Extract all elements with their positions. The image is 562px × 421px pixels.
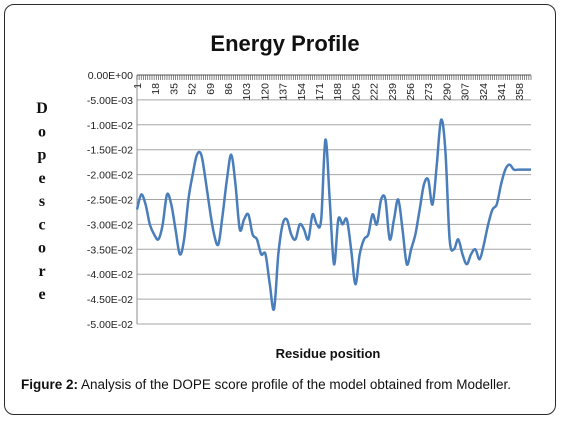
x-tick-label: 324	[478, 83, 490, 101]
y-axis-title-letter: s	[39, 193, 45, 210]
y-tick-label: -5.00E-03	[87, 95, 133, 107]
y-axis-title-letter: o	[38, 123, 46, 140]
x-tick-label: 86	[223, 83, 235, 95]
x-tick-label: 18	[150, 83, 162, 95]
x-tick-label: 69	[205, 83, 217, 95]
x-tick-label: 154	[296, 83, 308, 101]
y-tick-label: -4.50E-02	[87, 294, 133, 306]
y-tick-label: -2.00E-02	[87, 170, 133, 182]
y-tick-label: -1.00E-02	[87, 120, 133, 132]
x-tick-label: 358	[514, 83, 526, 101]
x-axis	[136, 74, 532, 80]
x-tick-label: 188	[332, 83, 344, 101]
y-axis-title-letter: o	[38, 240, 46, 257]
x-tick-label: 103	[241, 83, 253, 101]
y-tick-labels: 0.00E+00 -5.00E-03 -1.00E-02 -1.50E-02 -2.00…	[87, 70, 133, 331]
x-tick-label: 137	[278, 83, 290, 101]
y-axis-title-letter: e	[38, 170, 45, 187]
y-tick-label: -4.00E-02	[87, 269, 133, 281]
y-axis-title-letter: D	[36, 100, 48, 117]
x-tick-label: 1	[132, 83, 144, 89]
y-tick-label: -3.00E-02	[87, 219, 133, 231]
x-tick-label: 341	[496, 83, 508, 101]
gridlines	[136, 75, 531, 325]
x-tick-label: 273	[423, 83, 435, 101]
y-tick-label: -3.50E-02	[87, 244, 133, 256]
caption-text: Analysis of the DOPE score profile of th…	[78, 377, 511, 392]
x-tick-label: 35	[168, 83, 180, 95]
x-tick-label: 290	[441, 83, 453, 101]
x-tick-label: 256	[405, 83, 417, 101]
x-tick-label: 307	[460, 83, 472, 101]
series-line	[135, 118, 531, 312]
chart-title: Energy Profile	[210, 31, 359, 56]
y-tick-label: -2.50E-02	[87, 195, 133, 207]
y-axis-title-letter: c	[38, 216, 45, 233]
figure-caption: Figure 2: Analysis of the DOPE score pro…	[21, 377, 549, 393]
y-axis-title-letter: e	[38, 286, 45, 303]
x-tick-labels: 1 18 35 52 69 86 103 120 137 154 171 188 205 222 239 25…	[132, 83, 526, 101]
x-tick-label: 52	[187, 83, 199, 95]
x-tick-label: 120	[259, 83, 271, 101]
x-tick-label: 222	[369, 83, 381, 101]
y-axis-title-letter: p	[38, 147, 47, 164]
y-axis-title-letter: r	[38, 263, 45, 280]
x-tick-label: 171	[314, 83, 326, 101]
x-tick-label: 239	[387, 83, 399, 101]
x-axis-title: Residue position	[276, 346, 381, 361]
x-tick-label: 205	[350, 83, 362, 101]
y-tick-label: -5.00E-02	[87, 319, 133, 331]
y-tick-label: 0.00E+00	[88, 70, 133, 82]
y-tick-label: -1.50E-02	[87, 145, 133, 157]
caption-label: Figure 2:	[21, 377, 79, 392]
